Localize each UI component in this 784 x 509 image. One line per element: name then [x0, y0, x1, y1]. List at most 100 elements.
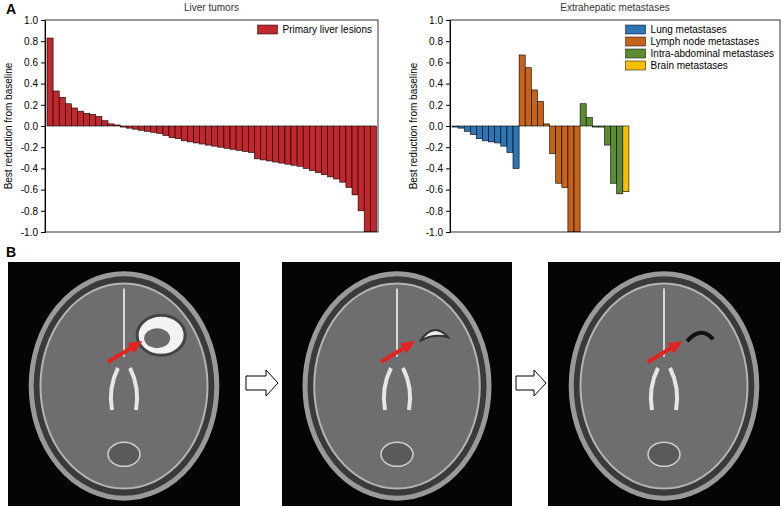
bar: [586, 118, 592, 126]
chart-title: Extrahepatic metastases: [560, 2, 670, 13]
ventricles: [384, 368, 410, 410]
bar: [157, 126, 163, 133]
y-tick: 0.6: [24, 57, 45, 68]
bars: [47, 38, 376, 232]
bar: [193, 126, 199, 143]
bar: [358, 126, 364, 211]
bar: [65, 104, 71, 126]
bar: [574, 126, 580, 232]
bar: [273, 126, 279, 162]
legend-swatch: [626, 61, 646, 70]
bar: [132, 126, 138, 129]
bar: [90, 114, 96, 126]
flow-arrow: [516, 370, 546, 396]
mri-image: [8, 262, 240, 506]
bar: [592, 126, 598, 127]
y-tick-label: 0.4: [429, 78, 443, 89]
pointer-arrow-head: [127, 341, 142, 353]
y-tick: 0.2: [24, 100, 45, 111]
y-tick-label: 1.0: [24, 15, 38, 26]
bar: [126, 126, 132, 128]
y-tick-label: -0.8: [21, 206, 39, 217]
brain: [580, 284, 747, 489]
bar: [580, 104, 586, 126]
legend: Primary liver lesions: [258, 24, 372, 35]
legend-label: Brain metastases: [651, 60, 728, 71]
bar: [476, 126, 482, 139]
y-tick-mark: [446, 168, 450, 169]
y-tick-mark: [446, 41, 450, 42]
panel-label: B: [6, 244, 16, 260]
y-tick: 0.6: [429, 57, 450, 68]
lesion-core: [144, 328, 170, 348]
y-tick-mark: [41, 190, 45, 191]
y-tick-label: -1.0: [426, 227, 444, 238]
skull: [31, 274, 217, 498]
y-tick: 0.0: [24, 121, 45, 132]
midline: [663, 288, 665, 356]
image-background: [282, 262, 512, 506]
y-tick-mark: [446, 105, 450, 106]
bar: [617, 126, 623, 194]
bar: [212, 126, 218, 146]
y-axis-line: [446, 21, 451, 233]
bar: [218, 126, 224, 147]
legend-item: Lymph node metastases: [626, 36, 760, 47]
y-tick-mark: [41, 105, 45, 106]
bars: [452, 55, 629, 232]
bar: [59, 97, 65, 126]
y-tick-label: -1.0: [21, 227, 39, 238]
bar: [315, 126, 321, 173]
y-tick-label: -0.2: [21, 142, 39, 153]
y-tick-mark: [41, 126, 45, 127]
legend-item: Intra-abdominal metastases: [626, 48, 774, 59]
bar: [84, 113, 90, 126]
bar: [531, 90, 537, 126]
panel-label: A: [6, 1, 16, 17]
ventricles: [111, 368, 137, 410]
brainstem: [108, 442, 140, 466]
y-tick-label: 1.0: [429, 15, 443, 26]
bar: [452, 126, 458, 127]
legend-swatch: [626, 37, 646, 46]
y-tick-mark: [446, 211, 450, 212]
y-tick-mark: [41, 168, 45, 169]
y-tick: 0.4: [24, 78, 45, 89]
y-tick-label: -0.6: [21, 184, 39, 195]
bar: [513, 126, 519, 168]
bar: [187, 126, 193, 142]
bar: [291, 126, 297, 165]
lesion: [137, 315, 185, 355]
skull: [571, 274, 757, 498]
y-tick-label: -0.4: [21, 163, 39, 174]
y-tick-mark: [41, 211, 45, 212]
bar: [507, 126, 513, 153]
bar: [114, 125, 120, 126]
brainstem: [648, 442, 680, 466]
y-tick-label: 0.6: [24, 57, 38, 68]
bar: [328, 126, 334, 177]
legend-label: Primary liver lesions: [283, 24, 372, 35]
bar: [489, 126, 495, 142]
bar: [242, 126, 248, 151]
skull: [305, 274, 489, 498]
lesion: [687, 333, 713, 342]
y-tick: -1.0: [21, 227, 45, 238]
midline: [123, 288, 125, 356]
y-tick: 0.8: [429, 36, 450, 47]
bar: [279, 126, 285, 163]
bar: [340, 126, 346, 182]
midline: [396, 288, 398, 356]
legend: Lung metastasesLymph node metastasesIntr…: [626, 24, 774, 71]
bar: [495, 126, 501, 143]
y-tick: 1.0: [24, 15, 45, 26]
bar: [248, 126, 254, 153]
y-tick: 0.4: [429, 78, 450, 89]
y-tick-mark: [41, 232, 45, 233]
pointer-arrow-head: [667, 341, 682, 353]
bar: [47, 38, 53, 126]
bar: [96, 116, 102, 126]
y-tick: -0.4: [426, 163, 450, 174]
legend-item: Lung metastases: [626, 24, 727, 35]
y-tick-mark: [41, 20, 45, 21]
